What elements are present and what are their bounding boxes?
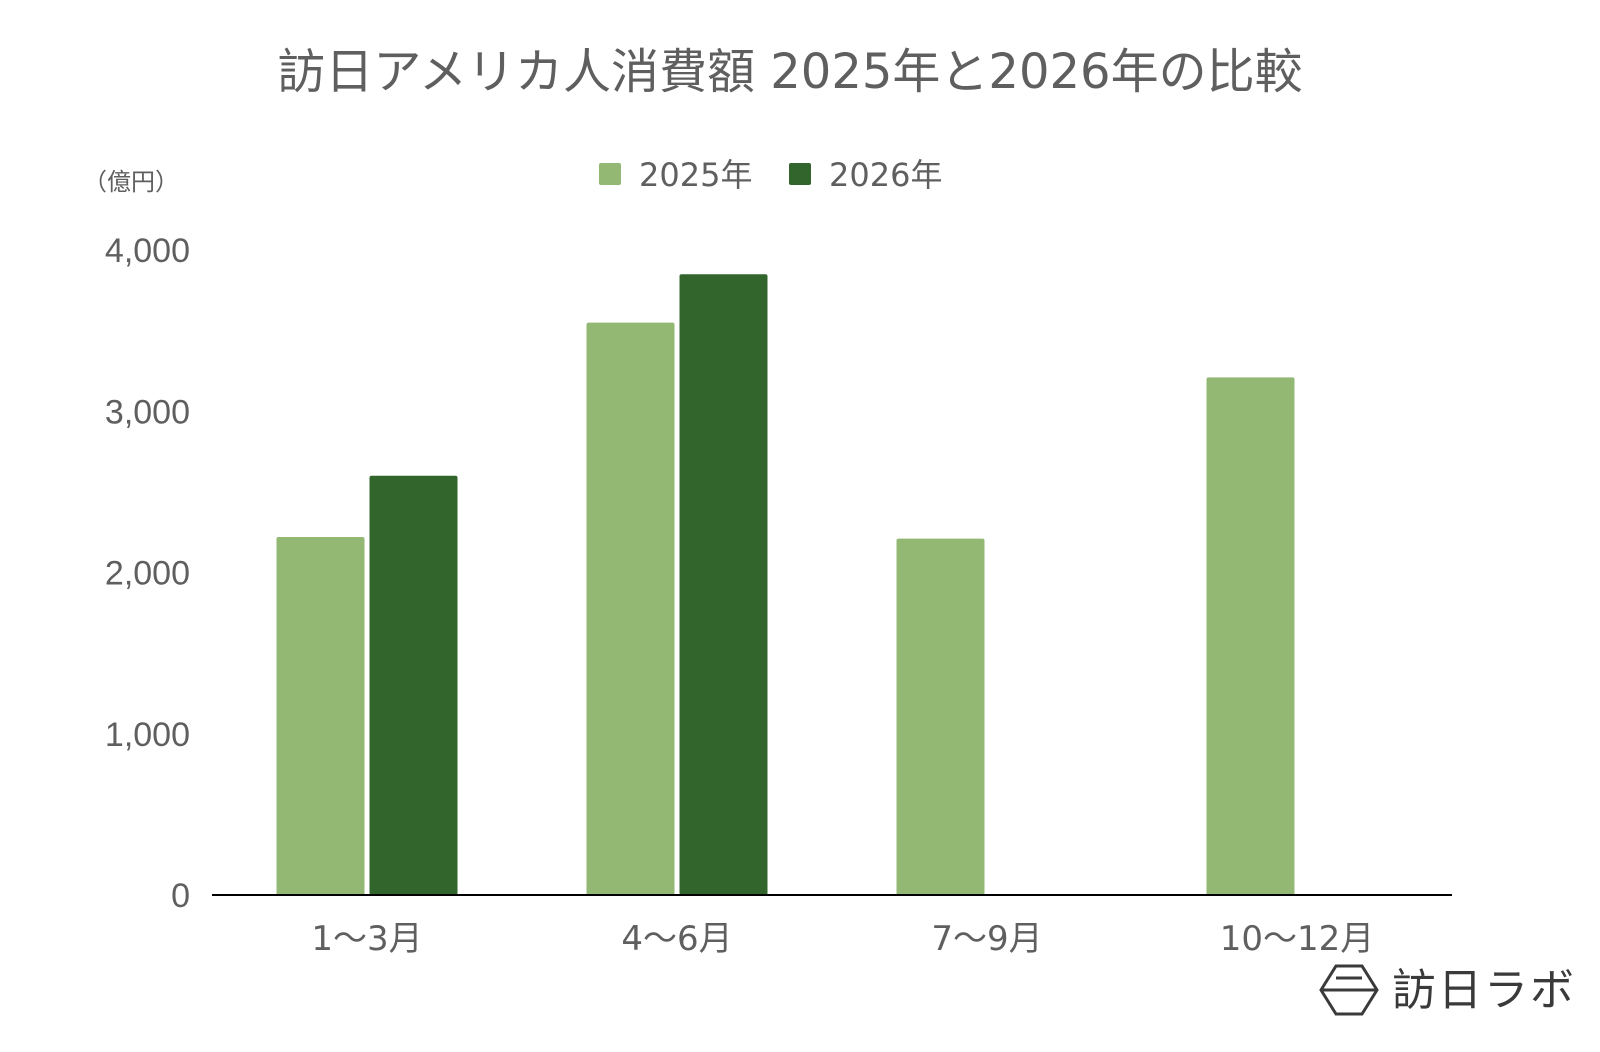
x-category-label: 4〜6月 <box>621 919 732 959</box>
y-axis-tick-labels: 0 1,000 2,000 3,000 4,000 <box>105 232 190 915</box>
y-tick-label: 3,000 <box>105 393 190 431</box>
x-category-label: 1〜3月 <box>311 919 422 959</box>
y-tick-label: 2,000 <box>105 555 190 593</box>
bar-1-1 <box>276 537 365 895</box>
legend-swatch <box>789 163 811 185</box>
legend-label: 2025年 <box>639 156 752 194</box>
bars-group <box>276 274 1295 895</box>
legend: 2025年 2026年 <box>599 156 942 194</box>
y-tick-label: 4,000 <box>105 232 190 270</box>
legend-label: 2026年 <box>829 156 942 194</box>
brand-logo: 訪日ラボ <box>1319 964 1576 1016</box>
x-category-label: 7〜9月 <box>931 919 1042 959</box>
y-tick-label: 1,000 <box>105 716 190 754</box>
brand-name: 訪日ラボ <box>1392 965 1576 1016</box>
x-axis-category-labels: 1〜3月 4〜6月 7〜9月 10〜12月 <box>311 919 1374 959</box>
bar-1-2 <box>586 322 675 895</box>
y-axis-unit-label: （億円） <box>83 168 179 196</box>
hexagon-logo-icon <box>1319 964 1379 1016</box>
x-category-label: 10〜12月 <box>1220 919 1375 959</box>
bar-1-3 <box>896 538 985 895</box>
bar-1-4 <box>1206 377 1295 895</box>
y-tick-label: 0 <box>171 877 190 915</box>
chart-title: 訪日アメリカ人消費額 2025年と2026年の比較 <box>277 44 1302 100</box>
bar-2-1 <box>369 475 458 895</box>
bar-2-2 <box>679 274 768 895</box>
legend-swatch <box>599 163 621 185</box>
